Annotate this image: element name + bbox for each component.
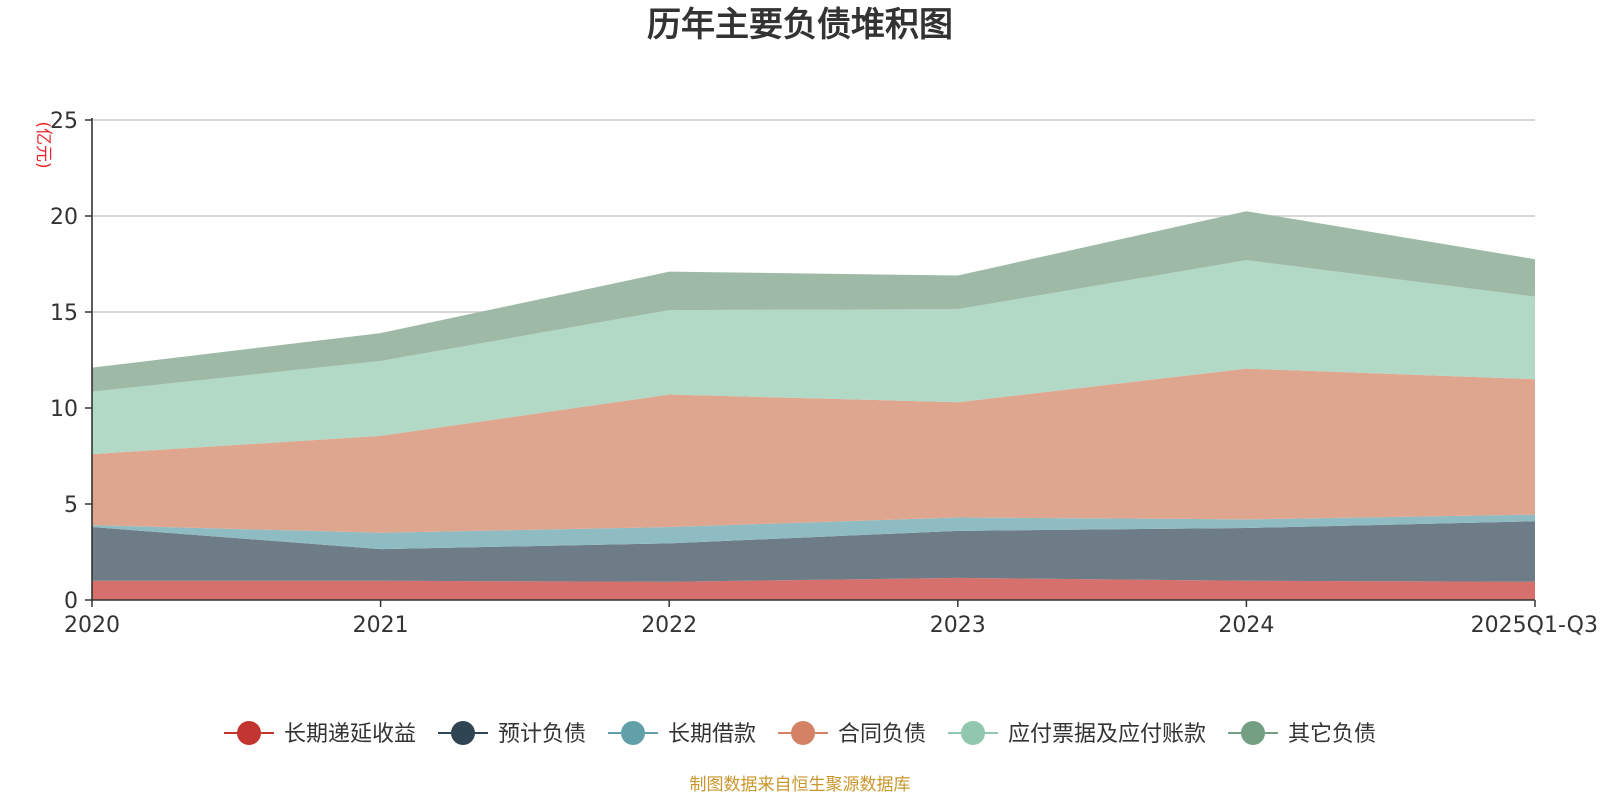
legend-item-1[interactable]: 长期递延收益 xyxy=(223,721,416,747)
legend-marker xyxy=(236,721,261,745)
x-tick-label: 2020 xyxy=(64,613,120,638)
x-tick-label: 2021 xyxy=(353,613,409,638)
area-series-2 xyxy=(92,521,1535,582)
legend: 长期递延收益 预计负债 长期借款 合同负债 应付票据及应付账款 其它负债 xyxy=(223,721,1376,747)
legend-label: 长期借款 xyxy=(668,722,756,747)
legend-item-2[interactable]: 预计负债 xyxy=(437,721,586,747)
x-tick-label: 2022 xyxy=(641,613,697,638)
y-tick-label: 10 xyxy=(50,397,78,422)
y-tick-label: 0 xyxy=(64,589,78,614)
source-note: 制图数据来自恒生聚源数据库 xyxy=(690,775,911,795)
y-tick-label: 15 xyxy=(50,301,78,326)
y-axis-unit-label: (亿元) xyxy=(33,121,53,168)
x-tick-label: 2023 xyxy=(930,613,986,638)
legend-label: 预计负债 xyxy=(498,722,586,747)
legend-marker xyxy=(450,721,475,745)
area-series-5 xyxy=(92,260,1535,455)
legend-marker xyxy=(1241,721,1266,745)
legend-item-5[interactable]: 应付票据及应付账款 xyxy=(948,721,1206,747)
y-tick-label: 25 xyxy=(50,109,78,134)
y-tick-label: 20 xyxy=(50,205,78,230)
area-series-6 xyxy=(92,211,1535,392)
axes xyxy=(91,118,1535,601)
legend-item-3[interactable]: 长期借款 xyxy=(607,721,756,747)
y-axis-ticks: 0 5 10 15 20 25 xyxy=(50,109,92,614)
x-axis-ticks: 2020 2021 2022 2023 2024 2025Q1-Q3 xyxy=(64,600,1598,638)
legend-marker xyxy=(790,721,815,745)
legend-item-6[interactable]: 其它负债 xyxy=(1228,721,1376,747)
chart-title: 历年主要负债堆积图 xyxy=(647,5,953,45)
x-tick-label: 2024 xyxy=(1218,613,1274,638)
legend-label: 合同负债 xyxy=(838,722,926,747)
area-series-3 xyxy=(92,514,1535,550)
area-series-4 xyxy=(92,368,1535,533)
area-series-1 xyxy=(92,577,1535,600)
legend-label: 其它负债 xyxy=(1288,722,1376,747)
area-series xyxy=(92,211,1535,600)
legend-marker xyxy=(961,721,986,745)
legend-label: 应付票据及应付账款 xyxy=(1008,722,1206,747)
x-tick-label: 2025Q1-Q3 xyxy=(1471,613,1598,638)
y-tick-label: 5 xyxy=(64,493,78,518)
legend-label: 长期递延收益 xyxy=(284,722,416,747)
legend-item-4[interactable]: 合同负债 xyxy=(777,721,926,747)
legend-marker xyxy=(620,721,645,745)
